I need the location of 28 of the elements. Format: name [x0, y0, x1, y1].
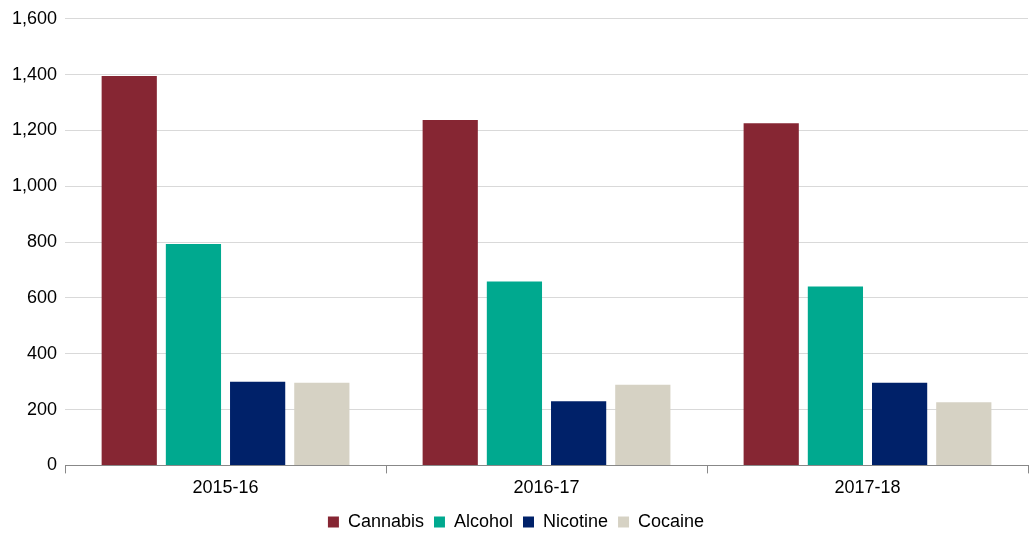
bar: [807, 286, 864, 465]
bar: [936, 402, 992, 465]
bar: [294, 382, 350, 465]
y-tick-label: 600: [27, 286, 58, 307]
bar: [615, 384, 671, 465]
y-tick-label: 200: [27, 398, 58, 419]
y-tick-label: 1,000: [12, 175, 58, 196]
legend-label: Nicotine: [543, 510, 609, 531]
y-tick-label: 1,200: [12, 119, 58, 140]
legend-label: Cannabis: [347, 510, 424, 531]
legend-label: Alcohol: [453, 510, 514, 531]
x-tick-label: 2015-16: [192, 477, 259, 498]
y-tick-label: 1,400: [12, 63, 58, 84]
bar: [872, 382, 928, 465]
y-tick-label: 800: [27, 231, 58, 252]
bar: [422, 120, 478, 465]
y-tick-label: 0: [47, 454, 58, 475]
x-tick-label: 2016-17: [513, 477, 580, 498]
bar: [165, 244, 222, 465]
bar: [101, 76, 157, 465]
y-tick-label: 400: [27, 342, 58, 363]
x-tick-label: 2017-18: [834, 477, 901, 498]
bar: [230, 381, 286, 465]
legend-label: Cocaine: [638, 510, 705, 531]
bar: [743, 123, 799, 465]
bar: [551, 401, 607, 465]
bar: [486, 281, 543, 465]
y-tick-label: 1,600: [12, 7, 58, 28]
